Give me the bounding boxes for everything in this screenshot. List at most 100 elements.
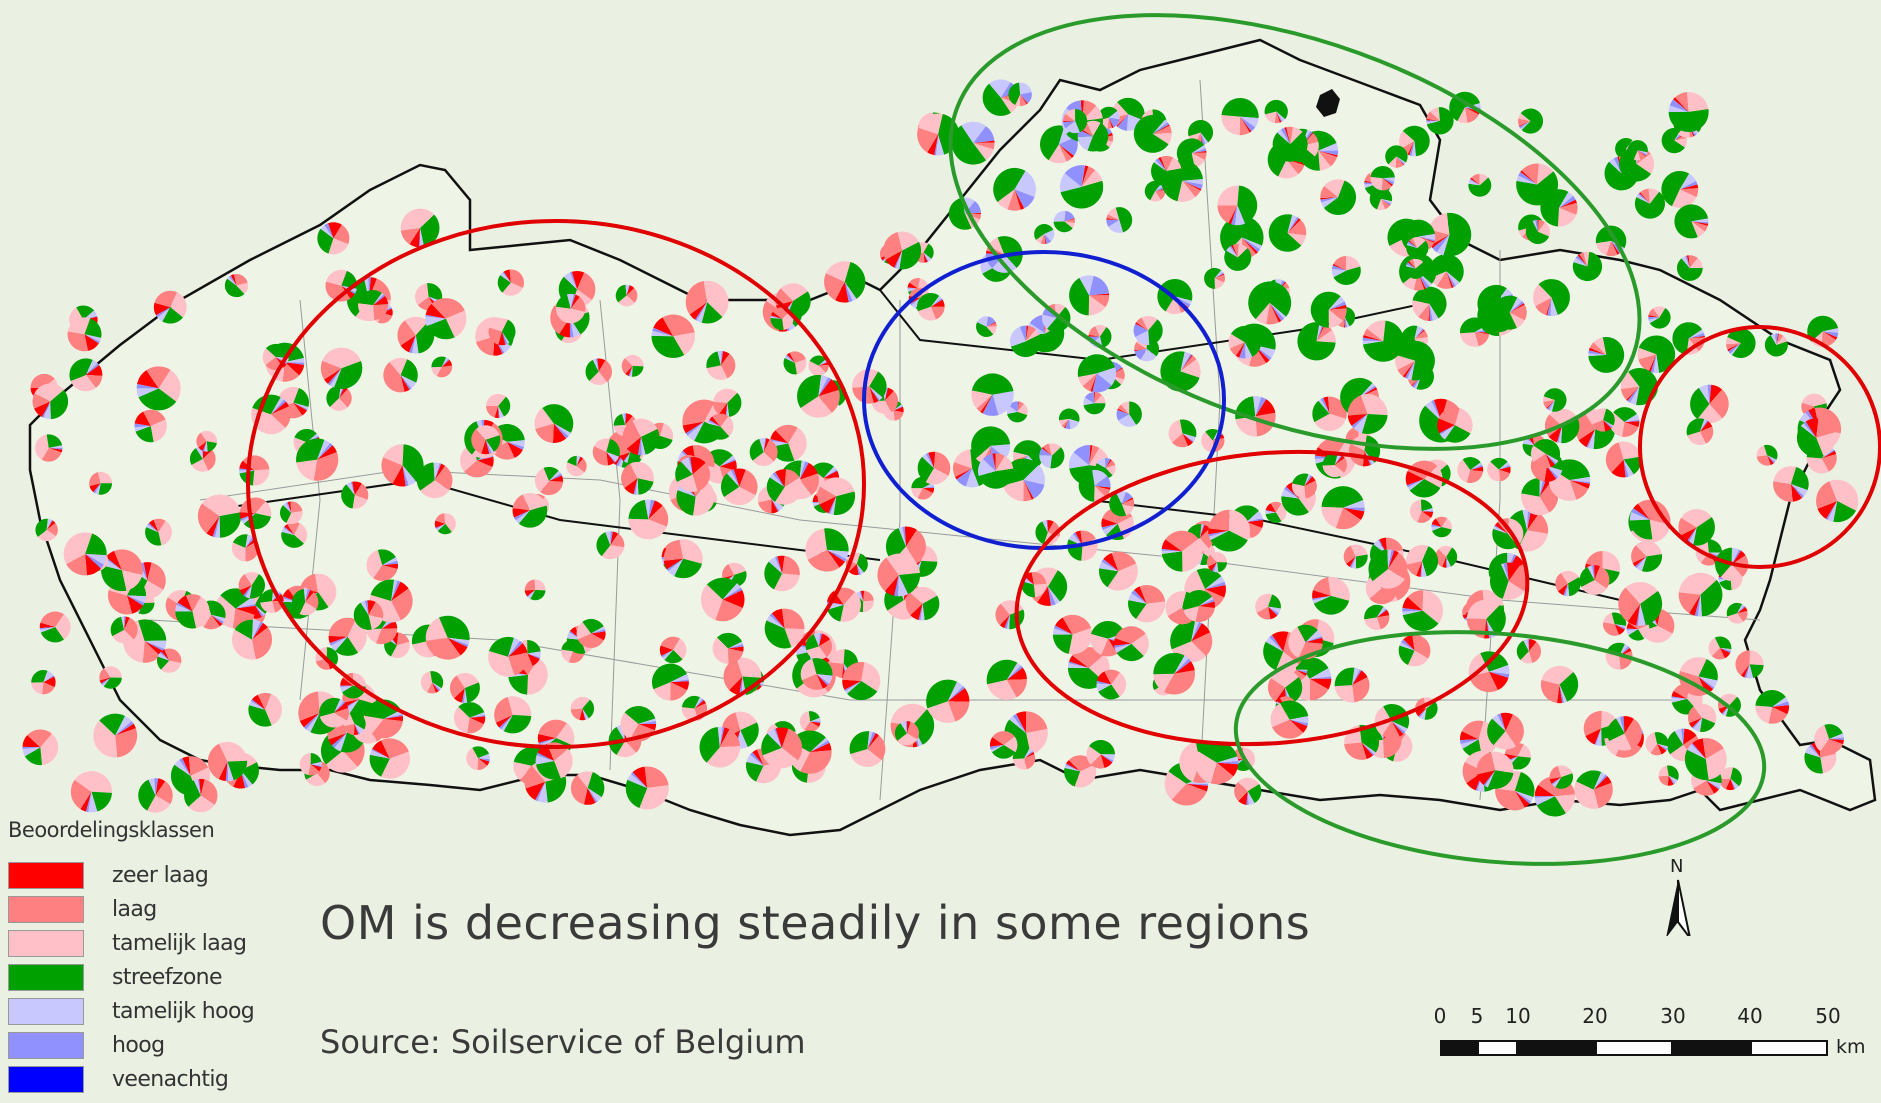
pie-slice xyxy=(373,292,384,306)
pie-slice xyxy=(1693,780,1715,796)
pie-slice xyxy=(1019,94,1027,107)
legend-swatch xyxy=(8,1031,84,1059)
pie-slice xyxy=(1237,777,1260,792)
pie-slice xyxy=(534,579,546,591)
pie-slice xyxy=(1737,605,1746,614)
pie-slice xyxy=(806,646,827,660)
pie-slice xyxy=(842,662,865,682)
pie-slice xyxy=(1328,309,1343,328)
pie-slice xyxy=(1322,464,1345,478)
pie-marker xyxy=(1412,286,1447,321)
pie-slice xyxy=(809,355,827,366)
pie-slice xyxy=(1489,671,1510,678)
pie-slice xyxy=(1462,457,1481,471)
pie-slice xyxy=(1062,614,1092,635)
pie-slice xyxy=(1396,156,1405,165)
pie-marker xyxy=(675,457,711,492)
pie-slice xyxy=(199,778,205,796)
pie-slice xyxy=(212,516,220,538)
pie-slice xyxy=(1316,329,1336,343)
pie-slice xyxy=(561,649,573,663)
pie-slice xyxy=(1235,342,1245,358)
pie-slice xyxy=(1024,754,1036,770)
pie-slice xyxy=(1698,676,1715,690)
pie-slice xyxy=(712,413,729,427)
pie-slice xyxy=(1360,394,1388,416)
pie-slice xyxy=(1046,520,1048,533)
pie-slice xyxy=(524,589,536,597)
pie-slice xyxy=(1632,556,1647,567)
pie-slice xyxy=(986,326,997,335)
pie-slice xyxy=(1068,661,1089,668)
pie-slice xyxy=(1421,508,1434,512)
pie-marker xyxy=(466,746,490,770)
pie-slice xyxy=(1543,388,1567,412)
pie-slice xyxy=(1611,459,1626,478)
pie-slice xyxy=(1139,585,1166,604)
pie-slice xyxy=(30,373,55,388)
pie-slice xyxy=(1265,512,1282,523)
pie-slice xyxy=(563,272,578,290)
pie-slice xyxy=(805,634,819,651)
pie-slice xyxy=(1296,669,1308,674)
pie-slice xyxy=(1006,665,1023,680)
pie-slice xyxy=(1177,180,1196,202)
pie-slice xyxy=(1464,107,1481,115)
pie-slice xyxy=(1107,207,1120,221)
pie-slice xyxy=(333,224,350,245)
pie-slice xyxy=(1167,607,1192,625)
pie-slice xyxy=(1180,355,1197,372)
pie-slice xyxy=(1200,132,1206,145)
pie-slice xyxy=(211,614,226,622)
pie-slice xyxy=(1049,443,1061,456)
pie-slice xyxy=(352,495,368,509)
pie-slice xyxy=(1364,617,1381,631)
pie-slice xyxy=(227,760,248,781)
pie-slice xyxy=(432,682,441,692)
pie-slice xyxy=(1593,337,1607,355)
pie-slice xyxy=(1407,360,1416,381)
pie-slice xyxy=(1106,219,1120,227)
pie-marker xyxy=(685,280,729,324)
pie-slice xyxy=(1064,767,1081,787)
pie-marker xyxy=(1385,145,1408,168)
pie-slice xyxy=(1263,641,1284,671)
pie-slice xyxy=(917,306,936,321)
pie-marker xyxy=(824,261,866,303)
pie-slice xyxy=(1698,676,1718,688)
pie-slice xyxy=(1094,485,1111,490)
pie-slice xyxy=(1237,185,1258,224)
pie-slice xyxy=(294,523,308,544)
pie-slice xyxy=(1309,678,1332,690)
pie-slice xyxy=(1033,583,1047,598)
pie-slice xyxy=(292,589,306,615)
pie-marker xyxy=(320,347,363,390)
pie-slice xyxy=(986,323,997,327)
pie-slice xyxy=(630,772,648,788)
pie-slice xyxy=(1211,562,1217,572)
pie-slice xyxy=(340,685,354,688)
pie-marker xyxy=(207,741,248,782)
pie-slice xyxy=(1668,775,1675,785)
pie-slice xyxy=(514,510,530,521)
pie-slice xyxy=(780,283,808,301)
pie-slice xyxy=(1191,623,1211,642)
pie-slice xyxy=(508,637,520,657)
pie-marker xyxy=(1690,384,1729,424)
pie-slice xyxy=(1226,246,1238,258)
pie-slice xyxy=(978,468,1014,489)
pie-slice xyxy=(1479,173,1489,186)
pie-marker xyxy=(358,290,389,321)
pie-slice xyxy=(1699,421,1713,432)
pie-slice xyxy=(1470,177,1480,186)
pie-slice xyxy=(545,776,567,803)
pie-slice xyxy=(1191,621,1202,642)
pie-slice xyxy=(1637,150,1647,156)
pie-slice xyxy=(1364,182,1378,185)
pie-slice xyxy=(1023,479,1034,500)
pie-slice xyxy=(27,729,52,748)
pie-slice xyxy=(381,457,403,484)
pie-slice xyxy=(1006,614,1010,630)
pie-slice xyxy=(1697,594,1702,617)
pie-marker xyxy=(993,167,1036,211)
